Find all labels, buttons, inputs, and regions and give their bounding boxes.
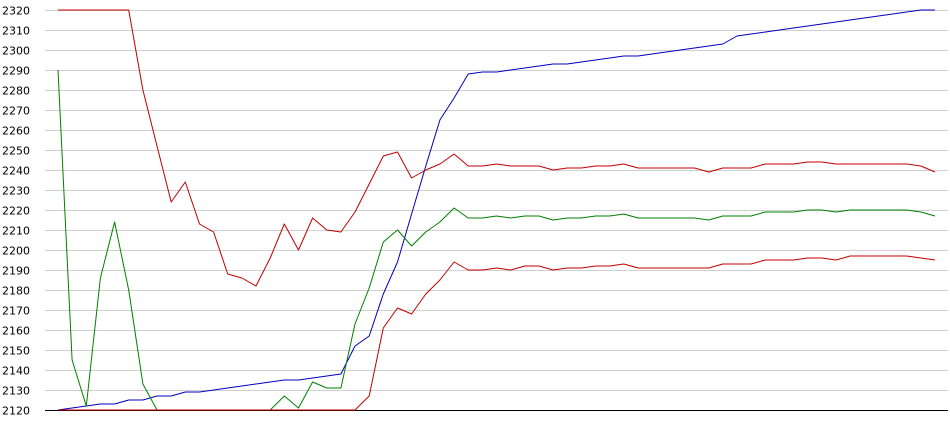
y-tick-label: 2280 xyxy=(2,85,30,98)
y-tick-label: 2170 xyxy=(2,305,30,318)
y-tick-label: 2140 xyxy=(2,365,30,378)
y-tick-label: 2210 xyxy=(2,225,30,238)
series-lines xyxy=(57,9,936,411)
y-tick-label: 2310 xyxy=(2,25,30,38)
y-tick-label: 2250 xyxy=(2,145,30,158)
y-tick-label: 2200 xyxy=(2,245,30,258)
y-tick-label: 2190 xyxy=(2,265,30,278)
y-tick-label: 2300 xyxy=(2,45,30,58)
y-tick-label: 2180 xyxy=(2,285,30,298)
y-tick-label: 2230 xyxy=(2,185,30,198)
y-tick-label: 2320 xyxy=(2,5,30,18)
y-tick-label: 2220 xyxy=(2,205,30,218)
y-tick-label: 2130 xyxy=(2,385,30,398)
series-line-2 xyxy=(58,9,936,287)
y-axis-tick-labels: 2120 2130 2140 2150 2160 2170 2180 2190 2200 2210… xyxy=(2,5,30,418)
y-tick-label: 2290 xyxy=(2,65,30,78)
y-tick-label: 2120 xyxy=(2,405,30,418)
y-tick-label: 2150 xyxy=(2,345,30,358)
series-line-3 xyxy=(57,69,936,411)
series-line-1 xyxy=(57,9,935,411)
series-line-4 xyxy=(58,255,936,411)
y-tick-label: 2260 xyxy=(2,125,30,138)
y-tick-label: 2160 xyxy=(2,325,30,338)
grid xyxy=(45,10,948,411)
y-tick-label: 2270 xyxy=(2,105,30,118)
y-tick-label: 2240 xyxy=(2,165,30,178)
